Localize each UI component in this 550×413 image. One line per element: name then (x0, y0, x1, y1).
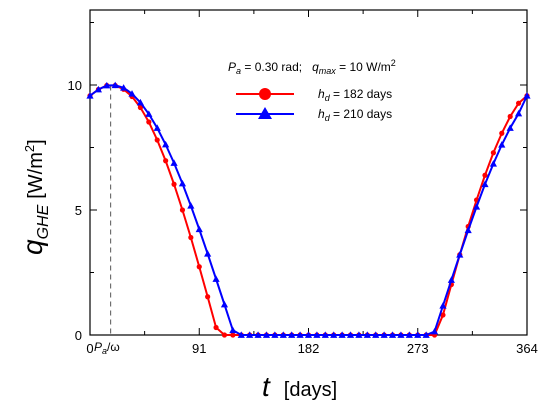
series-line-0 (89, 84, 528, 336)
series-point-1 (145, 110, 153, 117)
legend-marker-triangle (258, 107, 272, 119)
series-point-0 (490, 150, 496, 156)
series-point-1 (506, 124, 514, 131)
series-point-1 (321, 331, 329, 338)
series-point-1 (472, 203, 481, 210)
legend-marker-circle (259, 88, 271, 100)
series-point-1 (397, 331, 405, 338)
series-point-1 (489, 160, 497, 167)
series-point-1 (136, 98, 145, 106)
legend-label-210: hd = 210 days (318, 107, 392, 123)
series-point-1 (128, 90, 136, 97)
x-axis-label: t [days] (262, 371, 337, 402)
series-point-1 (279, 331, 287, 338)
series-point-1 (111, 81, 119, 89)
series-point-1 (304, 331, 313, 338)
series-point-0 (137, 104, 144, 111)
y-tick-label: 0 (75, 328, 82, 343)
series-point-0 (188, 234, 194, 241)
series-point-1 (338, 331, 346, 338)
series-point-1 (414, 331, 422, 338)
series-point-1 (481, 180, 489, 188)
series-line-1 (89, 84, 528, 336)
series-point-0 (205, 294, 211, 300)
series-point-1 (271, 331, 279, 338)
series-point-1 (262, 331, 271, 338)
series-point-1 (220, 300, 229, 308)
x-tick-label: 182 (298, 341, 320, 356)
series-point-1 (422, 331, 430, 338)
y-tick-label: 10 (68, 78, 82, 93)
series-point-1 (405, 331, 413, 338)
series-point-1 (388, 331, 397, 338)
series-point-0 (221, 332, 228, 338)
series-layer (86, 81, 531, 338)
series-point-1 (204, 250, 212, 257)
series-point-1 (162, 140, 170, 148)
series-point-1 (237, 331, 245, 338)
series-point-1 (346, 331, 355, 338)
x-tick-label: 91 (192, 341, 206, 356)
series-point-1 (212, 275, 220, 282)
series-point-1 (355, 331, 363, 338)
series-point-1 (464, 226, 472, 234)
legend-header: Pa = 0.30 rad; qmax = 10 W/m2 (228, 58, 396, 76)
series-point-1 (178, 179, 187, 187)
x-tick-label: 0 (86, 341, 93, 356)
series-point-1 (120, 84, 128, 91)
series-point-1 (170, 159, 178, 166)
x-tick-label: 273 (407, 341, 429, 356)
series-point-0 (179, 207, 186, 213)
series-point-1 (523, 92, 531, 99)
series-point-1 (246, 331, 254, 338)
legend-label-182: hd = 182 days (318, 87, 392, 103)
series-point-0 (482, 172, 488, 178)
series-point-0 (146, 119, 152, 125)
series-point-1 (296, 331, 304, 338)
annotation-label: Pa/ω (94, 340, 120, 356)
legend: Pa = 0.30 rad; qmax = 10 W/m2 hd = 182 d… (228, 58, 396, 123)
series-point-1 (86, 92, 94, 99)
axis-ticks: 0 91 182 273 364 0 5 10 (68, 10, 538, 356)
series-point-1 (514, 109, 523, 117)
series-point-0 (154, 137, 160, 143)
series-point-1 (94, 85, 103, 93)
series-point-0 (515, 100, 522, 106)
series-point-1 (187, 202, 195, 209)
series-point-1 (330, 331, 338, 338)
series-point-0 (163, 158, 169, 164)
series-point-1 (430, 327, 439, 335)
x-tick-label: 364 (516, 341, 538, 356)
series-point-0 (230, 332, 236, 338)
series-point-0 (171, 181, 177, 187)
series-point-0 (507, 113, 513, 120)
series-point-1 (363, 331, 371, 338)
series-point-1 (313, 331, 321, 338)
series-point-1 (288, 331, 296, 338)
series-point-1 (456, 251, 464, 258)
series-point-1 (254, 331, 262, 338)
series-point-1 (229, 326, 237, 334)
series-point-0 (213, 324, 219, 331)
series-point-0 (196, 264, 202, 270)
series-point-1 (447, 276, 455, 283)
series-point-1 (439, 302, 447, 309)
y-axis-label: qGHE[W/m2] (17, 139, 52, 255)
series-point-1 (498, 141, 506, 148)
series-point-0 (499, 130, 505, 136)
series-point-0 (440, 312, 446, 318)
series-point-1 (103, 81, 111, 89)
y-tick-label: 5 (75, 203, 82, 218)
series-point-1 (195, 225, 203, 233)
series-point-1 (380, 331, 388, 338)
series-point-1 (153, 124, 161, 131)
plot-frame (89, 9, 528, 336)
series-point-1 (372, 331, 380, 338)
